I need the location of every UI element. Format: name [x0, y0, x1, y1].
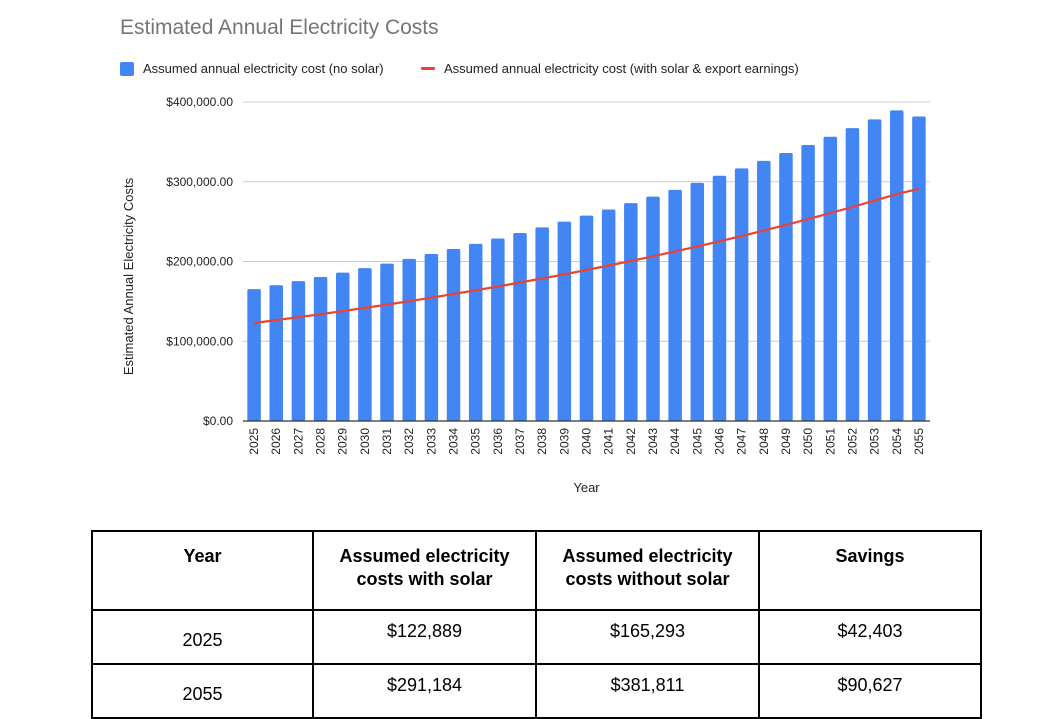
bar	[890, 110, 904, 421]
x-tick-label: 2048	[757, 428, 771, 455]
chart-plot: $0.00 $100,000.00 $200,000.00 $300,000.00 $4…	[121, 95, 930, 495]
bar	[247, 289, 261, 421]
bar	[801, 144, 815, 422]
summary-table: Year Assumed electricity costs with sola…	[91, 530, 982, 719]
x-tick-label: 2055	[912, 428, 926, 455]
header-with-solar: Assumed electricity costs with solar	[312, 530, 537, 611]
cell-year: 2025	[91, 609, 314, 665]
x-tick-label: 2037	[513, 428, 527, 455]
x-tick-label: 2051	[823, 428, 837, 455]
bar	[712, 175, 727, 421]
bar	[823, 136, 838, 421]
x-tick-label: 2047	[735, 428, 749, 455]
x-tick-label: 2050	[801, 428, 815, 455]
x-tick-label: 2028	[314, 428, 328, 455]
legend-swatch-with-solar	[421, 67, 435, 70]
bar	[335, 272, 350, 421]
line-series-with-solar	[253, 187, 920, 325]
y-tick-label: $400,000.00	[166, 95, 233, 109]
x-tick-label: 2053	[868, 428, 882, 455]
y-tick-label: $0.00	[203, 414, 233, 428]
bar	[291, 281, 306, 421]
x-tick-label: 2054	[890, 428, 904, 455]
bar	[867, 119, 882, 421]
x-tick-label: 2034	[447, 428, 461, 455]
x-axis-label: Year	[573, 480, 600, 495]
bar	[513, 233, 527, 421]
bar	[624, 203, 638, 421]
legend-label-no-solar: Assumed annual electricity cost (no sola…	[143, 61, 384, 76]
x-tick-label: 2042	[624, 428, 638, 455]
x-tick-label: 2044	[668, 428, 682, 455]
bar	[446, 249, 461, 421]
cell-savings: $42,403	[758, 609, 982, 665]
table-header-row: Year Assumed electricity costs with sola…	[91, 530, 982, 611]
legend-swatch-no-solar	[120, 62, 134, 76]
bar	[845, 128, 860, 421]
x-tick-label: 2036	[491, 428, 505, 455]
bar	[402, 258, 416, 421]
x-tick-label: 2041	[602, 428, 616, 455]
bar	[579, 215, 594, 421]
bar	[646, 196, 660, 421]
x-tick-label: 2046	[712, 428, 726, 455]
x-axis-ticks: 2025 2026 2027 2028 2029 2030 2031 2032 2033 2034…	[247, 428, 926, 455]
header-savings: Savings	[758, 530, 982, 611]
x-tick-label: 2045	[690, 428, 704, 455]
x-tick-label: 2026	[269, 428, 283, 455]
x-tick-label: 2032	[402, 428, 416, 455]
header-without-solar: Assumed electricity costs without solar	[535, 530, 760, 611]
bar	[668, 189, 682, 421]
x-tick-label: 2033	[424, 428, 438, 455]
y-axis-ticks: $0.00 $100,000.00 $200,000.00 $300,000.00 $4…	[166, 95, 233, 428]
bar	[757, 160, 771, 421]
bar	[468, 243, 483, 421]
table-row: 2025 $122,889 $165,293 $42,403	[91, 609, 982, 665]
x-tick-label: 2025	[247, 428, 261, 455]
x-tick-label: 2030	[358, 428, 372, 455]
x-tick-label: 2043	[646, 428, 660, 455]
bar	[380, 263, 394, 421]
bar	[358, 268, 372, 421]
cell-with-solar: $122,889	[312, 609, 537, 665]
header-year: Year	[91, 530, 314, 611]
bar	[535, 227, 549, 421]
x-tick-label: 2049	[779, 428, 793, 455]
bar-series-no-solar	[247, 110, 926, 422]
bar	[557, 221, 572, 421]
bar	[269, 285, 283, 421]
bar	[601, 209, 616, 421]
x-tick-label: 2052	[845, 428, 859, 455]
bar	[313, 276, 328, 421]
y-tick-label: $200,000.00	[166, 255, 233, 269]
bar	[690, 182, 705, 421]
x-tick-label: 2039	[557, 428, 571, 455]
x-tick-label: 2031	[380, 428, 394, 455]
y-tick-label: $100,000.00	[166, 334, 233, 348]
cell-without-solar: $165,293	[535, 609, 760, 665]
x-tick-label: 2029	[336, 428, 350, 455]
chart-title: Estimated Annual Electricity Costs	[120, 16, 439, 39]
x-tick-label: 2038	[535, 428, 549, 455]
x-tick-label: 2035	[469, 428, 483, 455]
x-tick-label: 2027	[291, 428, 305, 455]
bar	[779, 153, 793, 421]
bar	[424, 254, 439, 421]
bar	[491, 238, 505, 421]
bar	[734, 168, 749, 421]
y-tick-label: $300,000.00	[166, 175, 233, 189]
y-axis-label: Estimated Annual Electricity Costs	[121, 177, 136, 375]
x-tick-label: 2040	[580, 428, 594, 455]
legend-label-with-solar: Assumed annual electricity cost (with so…	[444, 61, 799, 76]
bar	[912, 116, 926, 421]
